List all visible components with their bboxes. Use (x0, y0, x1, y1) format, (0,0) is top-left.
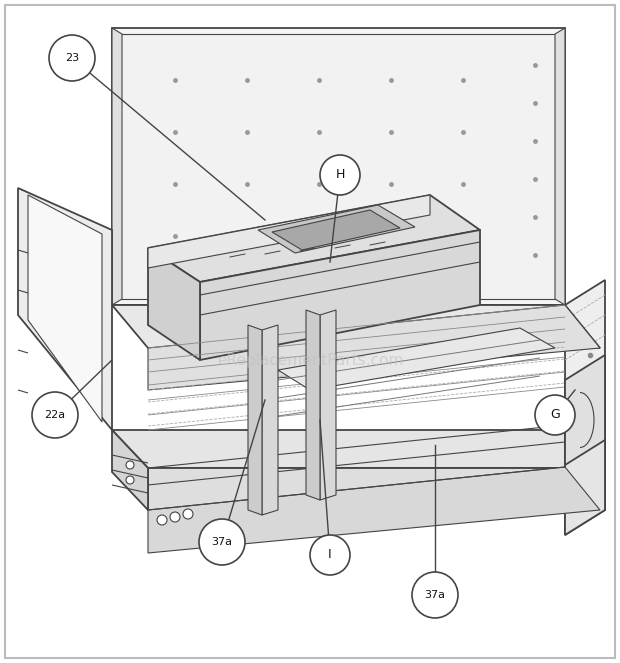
Text: H: H (335, 168, 345, 182)
Polygon shape (112, 305, 600, 348)
Polygon shape (28, 195, 102, 422)
Circle shape (310, 535, 350, 575)
Polygon shape (148, 305, 600, 390)
Polygon shape (148, 468, 600, 510)
Text: eReplacementParts.com: eReplacementParts.com (217, 353, 403, 367)
Circle shape (183, 509, 193, 519)
Polygon shape (306, 310, 320, 500)
Text: G: G (550, 408, 560, 422)
Polygon shape (565, 280, 605, 535)
Polygon shape (118, 34, 559, 299)
Polygon shape (555, 28, 565, 305)
Circle shape (32, 392, 78, 438)
Circle shape (199, 519, 245, 565)
Polygon shape (148, 195, 430, 268)
Polygon shape (18, 188, 112, 430)
Polygon shape (320, 310, 336, 500)
Text: 37a: 37a (425, 590, 446, 600)
Polygon shape (112, 28, 565, 305)
Polygon shape (148, 195, 480, 282)
Circle shape (157, 515, 167, 525)
Text: 22a: 22a (45, 410, 66, 420)
Polygon shape (112, 430, 600, 468)
Polygon shape (112, 28, 122, 305)
Polygon shape (200, 230, 480, 360)
Polygon shape (565, 355, 605, 465)
Circle shape (412, 572, 458, 618)
Circle shape (126, 461, 134, 469)
Polygon shape (272, 210, 400, 250)
Circle shape (49, 35, 95, 81)
Circle shape (535, 395, 575, 435)
Text: 23: 23 (65, 53, 79, 63)
Polygon shape (148, 248, 200, 360)
Polygon shape (258, 205, 415, 253)
Polygon shape (248, 325, 262, 515)
Text: I: I (328, 548, 332, 562)
Polygon shape (278, 328, 555, 390)
Polygon shape (262, 325, 278, 515)
Circle shape (320, 155, 360, 195)
Polygon shape (148, 467, 600, 553)
Polygon shape (565, 405, 605, 535)
Circle shape (126, 476, 134, 484)
Circle shape (170, 512, 180, 522)
Polygon shape (112, 430, 148, 510)
Text: 37a: 37a (211, 537, 232, 547)
